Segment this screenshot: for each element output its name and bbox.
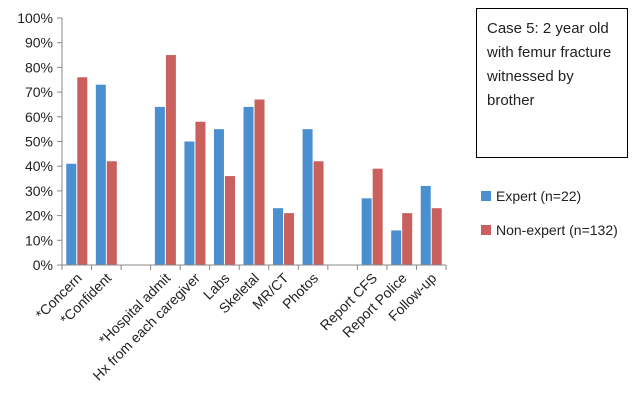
legend-item-non-expert: Non-expert (n=132)	[481, 220, 618, 240]
y-tick-label: 80%	[25, 59, 53, 75]
bar-non-expert	[313, 161, 324, 265]
y-tick-label: 0%	[33, 257, 53, 273]
bar-expert	[243, 106, 254, 265]
legend-swatch-non-expert	[481, 225, 491, 235]
y-tick-label: 70%	[25, 84, 53, 100]
bar-expert	[273, 208, 284, 265]
bar-non-expert	[224, 176, 235, 265]
bar-expert	[391, 230, 402, 265]
bars	[66, 55, 442, 266]
legend-swatch-expert	[481, 191, 491, 201]
y-tick-label: 60%	[25, 109, 53, 125]
y-tick-label: 20%	[25, 208, 53, 224]
bar-expert	[95, 84, 106, 265]
bar-expert	[213, 129, 224, 265]
legend-label-non-expert: Non-expert (n=132)	[496, 222, 618, 238]
bar-non-expert	[254, 99, 265, 265]
bar-non-expert	[77, 77, 88, 265]
bar-expert	[66, 163, 77, 265]
y-tick-label: 50%	[25, 134, 53, 150]
case-annotation-box: Case 5: 2 year old with femur fracture w…	[476, 8, 628, 158]
y-axis: 0% 10% 20% 30% 40% 50% 60% 70% 80% 90% 100%	[17, 10, 63, 273]
bar-non-expert	[402, 213, 413, 265]
legend-label-expert: Expert (n=22)	[496, 188, 582, 204]
bar-non-expert	[106, 161, 117, 265]
legend: Expert (n=22) Non-expert (n=132)	[481, 186, 618, 254]
y-tick-label: 30%	[25, 183, 53, 199]
bar-expert	[302, 129, 313, 265]
case-annotation-text: Case 5: 2 year old with femur fracture w…	[487, 20, 612, 109]
bar-expert	[154, 106, 165, 265]
y-tick-label: 90%	[25, 35, 53, 51]
bar-non-expert	[372, 168, 383, 265]
y-tick-label: 100%	[17, 10, 53, 26]
bar-non-expert	[195, 121, 206, 266]
bar-expert	[184, 141, 195, 265]
y-tick-label: 40%	[25, 158, 53, 174]
bar-non-expert	[431, 208, 442, 265]
bar-expert	[420, 185, 431, 265]
bar-non-expert	[165, 55, 176, 265]
legend-item-expert: Expert (n=22)	[481, 186, 618, 206]
bar-expert	[361, 198, 372, 265]
y-tick-label: 10%	[25, 232, 53, 248]
bar-non-expert	[284, 213, 295, 265]
